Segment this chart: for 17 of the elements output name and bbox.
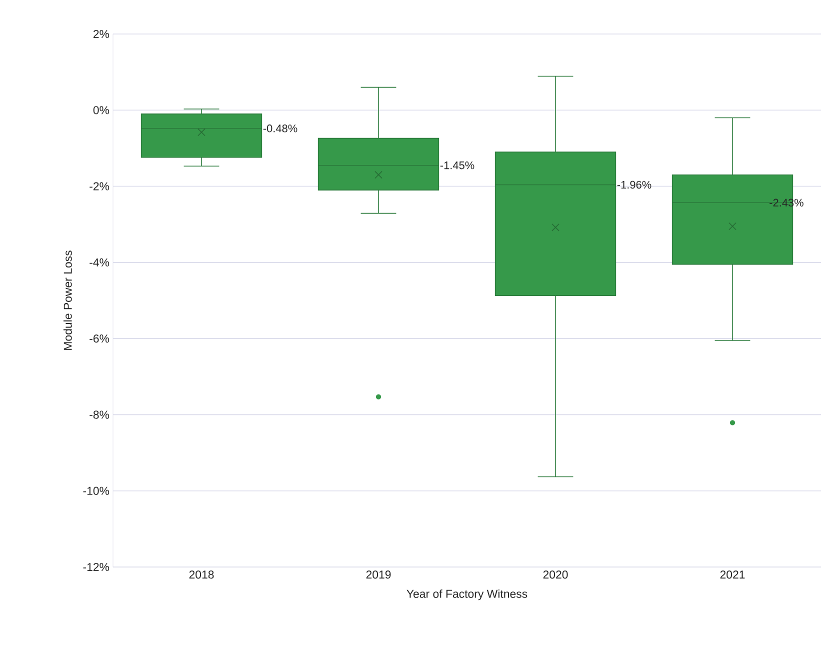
annotation: -1.45% (440, 161, 474, 170)
y-tick-label: -2% (90, 182, 110, 190)
y-tick-label: -6% (90, 334, 110, 343)
x-tick-label: 2019 (366, 570, 391, 579)
y-tick-label: -4% (90, 258, 110, 266)
x-tick-label: 2021 (720, 570, 745, 579)
y-tick-label: -10% (83, 486, 110, 495)
annotation: -0.48% (263, 124, 298, 132)
x-tick-label: 2020 (543, 570, 568, 579)
y-tick-label: -8% (90, 410, 110, 419)
y-tick-label: 2% (94, 30, 110, 38)
y-tick-label: -12% (83, 562, 110, 572)
annotation: -1.96% (617, 180, 652, 189)
x-tick-label: 2018 (189, 570, 214, 579)
x-axis-title: Year of Factory Witness (406, 589, 528, 600)
y-tick-label: 0% (93, 106, 110, 114)
y-axis-title: Module Power Loss (63, 250, 72, 350)
